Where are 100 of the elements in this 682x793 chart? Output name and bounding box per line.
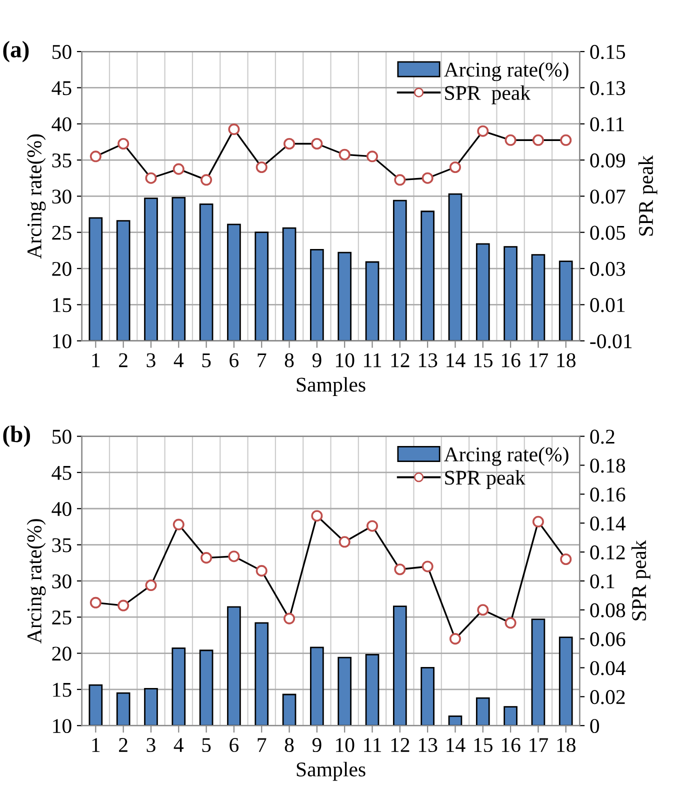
x-tick-label: 3 bbox=[146, 353, 156, 368]
y-tick-label: 35 bbox=[52, 153, 72, 168]
y2-tick-label: 0.1 bbox=[590, 574, 614, 588]
point bbox=[145, 580, 157, 592]
x-tick-label: 17 bbox=[530, 353, 548, 368]
x-tick-label: 13 bbox=[418, 353, 438, 368]
point bbox=[560, 134, 572, 146]
x-tick-label: 12 bbox=[391, 353, 410, 368]
x-tick-label: 11 bbox=[364, 738, 382, 752]
legend-label: Arcing rate(%) bbox=[444, 446, 568, 466]
point bbox=[338, 536, 350, 548]
x-tick-label: 8 bbox=[284, 738, 294, 752]
y2-tick-label: 0.12 bbox=[590, 545, 625, 560]
point bbox=[284, 612, 296, 624]
x-tick-label: 9 bbox=[312, 738, 322, 752]
y2-axis-title: SPR peak bbox=[631, 540, 650, 620]
point bbox=[560, 553, 572, 566]
point bbox=[172, 163, 184, 175]
y-tick-label: 50 bbox=[52, 430, 72, 444]
x-tick-label: 13 bbox=[418, 738, 438, 752]
y-tick-label: 25 bbox=[52, 610, 72, 625]
y2-tick-label: 0.01 bbox=[590, 298, 625, 312]
y-tick-label: 35 bbox=[52, 538, 72, 552]
x-tick-label: 10 bbox=[336, 353, 354, 368]
point bbox=[311, 510, 323, 522]
point bbox=[200, 552, 212, 564]
legend-label: SPR peak bbox=[445, 470, 526, 489]
point bbox=[256, 565, 268, 577]
y2-tick-label: 0.14 bbox=[590, 516, 626, 531]
y2-tick-label: 0.18 bbox=[590, 458, 626, 473]
point bbox=[228, 550, 240, 562]
x-tick-label: 2 bbox=[119, 738, 128, 752]
point bbox=[90, 596, 102, 608]
y-tick-label: 10 bbox=[53, 334, 72, 348]
x-tick-label: 4 bbox=[174, 353, 184, 368]
y-tick-label: 30 bbox=[52, 190, 72, 204]
point bbox=[504, 134, 516, 146]
y-tick-label: 45 bbox=[52, 466, 72, 480]
y2-tick-label: 0.09 bbox=[590, 153, 626, 168]
legend-label: Arcing rate(%) bbox=[444, 62, 568, 82]
x-tick-label: 18 bbox=[557, 738, 576, 752]
y2-tick-label: 0.13 bbox=[590, 81, 626, 96]
y2-tick-label: 0.16 bbox=[590, 488, 626, 502]
x-axis-title: Samples bbox=[296, 762, 366, 781]
x-tick-label: 17 bbox=[530, 738, 548, 752]
x-tick-label: 1 bbox=[92, 353, 100, 368]
point bbox=[172, 518, 184, 530]
y-tick-label: 40 bbox=[52, 117, 72, 132]
point bbox=[200, 174, 212, 186]
y-tick-label: 20 bbox=[52, 646, 72, 661]
point bbox=[145, 172, 157, 184]
y-tick-label: 20 bbox=[52, 262, 72, 276]
x-tick-label: 7 bbox=[258, 738, 266, 752]
x-tick-label: 5 bbox=[202, 353, 211, 368]
x-tick-label: 14 bbox=[446, 738, 466, 752]
x-tick-label: 4 bbox=[174, 738, 184, 752]
point bbox=[90, 150, 102, 162]
y2-axis-title: SPR peak bbox=[638, 155, 658, 236]
y-tick-label: 50 bbox=[52, 44, 72, 59]
legend-label: SPR peak bbox=[445, 85, 531, 104]
x-tick-label: 3 bbox=[146, 738, 156, 752]
y2-tick-label: 0.06 bbox=[590, 632, 626, 646]
x-tick-label: 18 bbox=[557, 353, 576, 368]
x-tick-label: 15 bbox=[474, 353, 492, 368]
y-tick-label: 25 bbox=[52, 226, 72, 240]
point bbox=[394, 564, 406, 576]
x-tick-label: 11 bbox=[364, 353, 382, 368]
x-tick-label: 2 bbox=[119, 353, 128, 368]
point bbox=[118, 138, 130, 150]
x-tick-label: 16 bbox=[502, 353, 520, 368]
point bbox=[118, 600, 130, 612]
x-tick-label: 5 bbox=[202, 738, 211, 752]
point bbox=[422, 560, 434, 572]
y2-tick-label: -0.01 bbox=[590, 334, 632, 348]
x-tick-label: 15 bbox=[474, 738, 492, 752]
point bbox=[449, 633, 461, 645]
x-tick-label: 14 bbox=[446, 353, 466, 368]
point bbox=[449, 161, 461, 174]
point bbox=[311, 138, 323, 150]
y2-tick-label: 0.07 bbox=[590, 190, 626, 204]
y2-tick-label: 0.15 bbox=[590, 44, 626, 60]
y2-tick-label: 0.04 bbox=[590, 661, 626, 676]
point bbox=[366, 150, 378, 162]
x-tick-label: 12 bbox=[391, 738, 410, 752]
point bbox=[504, 617, 516, 629]
point bbox=[394, 174, 406, 186]
x-tick-label: 1 bbox=[92, 738, 100, 752]
y-axis-title: Arcing rate(%) bbox=[26, 519, 46, 644]
point bbox=[366, 520, 378, 532]
point bbox=[228, 124, 240, 136]
y-axis-title: Arcing rate(%) bbox=[26, 134, 46, 259]
point bbox=[422, 172, 434, 184]
y2-tick-label: 0.05 bbox=[590, 226, 626, 240]
y-tick-label: 15 bbox=[53, 298, 72, 312]
x-tick-label: 7 bbox=[258, 353, 266, 368]
point bbox=[477, 604, 489, 616]
y-tick-label: 40 bbox=[52, 502, 72, 516]
x-tick-label: 6 bbox=[230, 353, 239, 368]
chart-title: (b) bbox=[3, 426, 30, 448]
x-tick-label: 16 bbox=[502, 738, 520, 752]
